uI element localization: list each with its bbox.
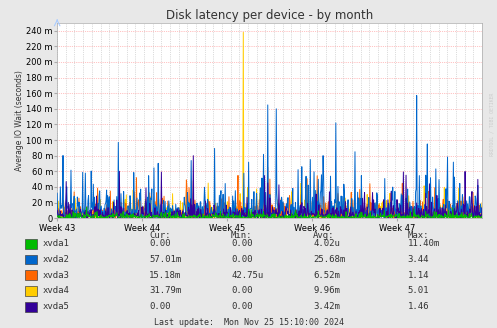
Text: 11.40m: 11.40m xyxy=(408,239,440,248)
Text: 0.00: 0.00 xyxy=(231,286,252,296)
Text: 9.96m: 9.96m xyxy=(313,286,340,296)
Text: Min:: Min: xyxy=(231,231,252,240)
Text: xvda2: xvda2 xyxy=(42,255,69,264)
Text: 25.68m: 25.68m xyxy=(313,255,345,264)
Text: 3.44: 3.44 xyxy=(408,255,429,264)
Text: Last update:  Mon Nov 25 15:10:00 2024: Last update: Mon Nov 25 15:10:00 2024 xyxy=(154,318,343,327)
Text: Cur:: Cur: xyxy=(149,231,170,240)
Text: Max:: Max: xyxy=(408,231,429,240)
Text: 31.79m: 31.79m xyxy=(149,286,181,296)
Text: 1.14: 1.14 xyxy=(408,271,429,280)
Text: 0.00: 0.00 xyxy=(231,239,252,248)
Text: xvda4: xvda4 xyxy=(42,286,69,296)
Text: 5.01: 5.01 xyxy=(408,286,429,296)
Text: 0.00: 0.00 xyxy=(231,255,252,264)
Text: xvda5: xvda5 xyxy=(42,302,69,311)
Text: RRDTOOL / TOBI OETIKER: RRDTOOL / TOBI OETIKER xyxy=(490,93,495,156)
Title: Disk latency per device - by month: Disk latency per device - by month xyxy=(166,9,373,22)
Text: 6.52m: 6.52m xyxy=(313,271,340,280)
Text: 15.18m: 15.18m xyxy=(149,271,181,280)
Text: 1.46: 1.46 xyxy=(408,302,429,311)
Text: 0.00: 0.00 xyxy=(149,239,170,248)
Text: Avg:: Avg: xyxy=(313,231,334,240)
Text: 0.00: 0.00 xyxy=(149,302,170,311)
Text: xvda3: xvda3 xyxy=(42,271,69,280)
Text: 4.02u: 4.02u xyxy=(313,239,340,248)
Text: 0.00: 0.00 xyxy=(231,302,252,311)
Text: 3.42m: 3.42m xyxy=(313,302,340,311)
Y-axis label: Average IO Wait (seconds): Average IO Wait (seconds) xyxy=(14,70,23,171)
Text: xvda1: xvda1 xyxy=(42,239,69,248)
Text: 57.01m: 57.01m xyxy=(149,255,181,264)
Text: 42.75u: 42.75u xyxy=(231,271,263,280)
